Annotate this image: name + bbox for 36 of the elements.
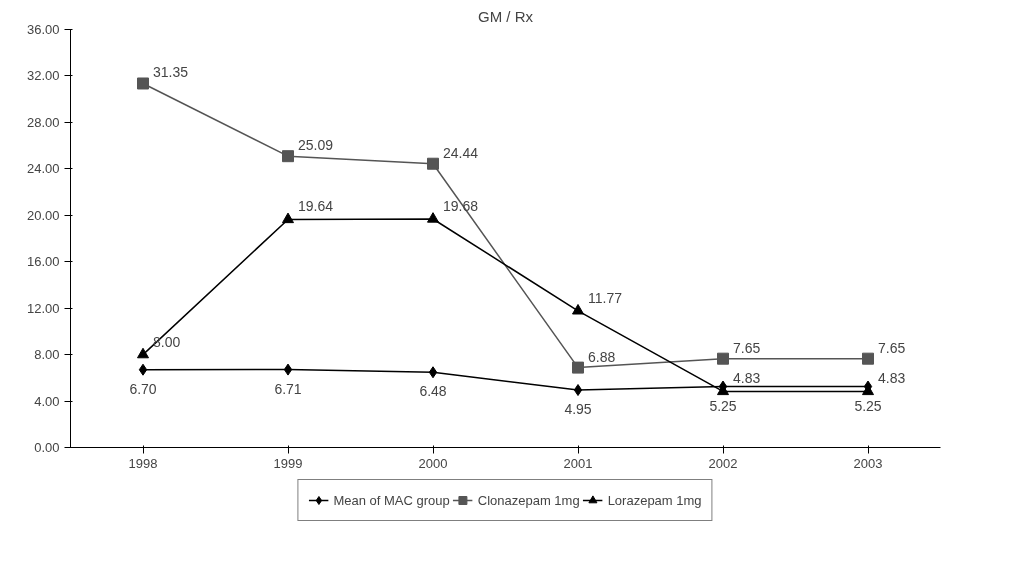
data-label: 7.65 (878, 339, 906, 356)
x-tick-label: 2001 (563, 455, 593, 471)
y-tick-label: 36.00 (26, 22, 60, 37)
x-tick-label: 2002 (708, 455, 738, 471)
data-label: 5.25 (709, 397, 737, 414)
y-tick-label: 32.00 (26, 68, 60, 84)
legend-label: Clonazepam 1mg (477, 492, 580, 508)
data-label: 6.88 (588, 348, 616, 365)
y-tick-label: 8.00 (34, 347, 60, 363)
x-tick-label: 2000 (418, 455, 448, 471)
data-label: 19.64 (298, 198, 334, 215)
data-label: 7.65 (733, 339, 761, 356)
y-tick-label: 16.00 (26, 254, 60, 270)
chart-title: GM / Rx (478, 7, 534, 25)
data-label: 11.77 (588, 289, 623, 306)
y-tick-label: 24.00 (26, 161, 60, 177)
data-label: 24.44 (443, 144, 479, 161)
y-tick-label: 20.00 (26, 207, 60, 223)
data-label: 4.95 (564, 401, 592, 418)
data-label: 6.71 (274, 380, 302, 397)
y-tick-label: 12.00 (26, 300, 60, 316)
x-tick-label: 1999 (273, 455, 303, 471)
y-tick-label: 0.00 (34, 440, 60, 455)
data-label: 6.48 (419, 383, 447, 400)
data-label: 4.83 (733, 370, 761, 387)
x-tick-label: 1998 (128, 455, 158, 471)
data-label: 25.09 (298, 137, 334, 154)
x-tick-label: 2003 (853, 455, 883, 471)
data-label: 6.70 (129, 380, 157, 397)
y-tick-label: 28.00 (26, 114, 60, 130)
data-label: 5.25 (854, 397, 882, 414)
y-tick-label: 4.00 (34, 393, 60, 409)
legend-label: Mean of MAC group (333, 492, 450, 508)
legend-label: Lorazepam 1mg (607, 492, 702, 508)
data-label: 31.35 (153, 64, 189, 81)
data-label: 4.83 (878, 370, 906, 387)
